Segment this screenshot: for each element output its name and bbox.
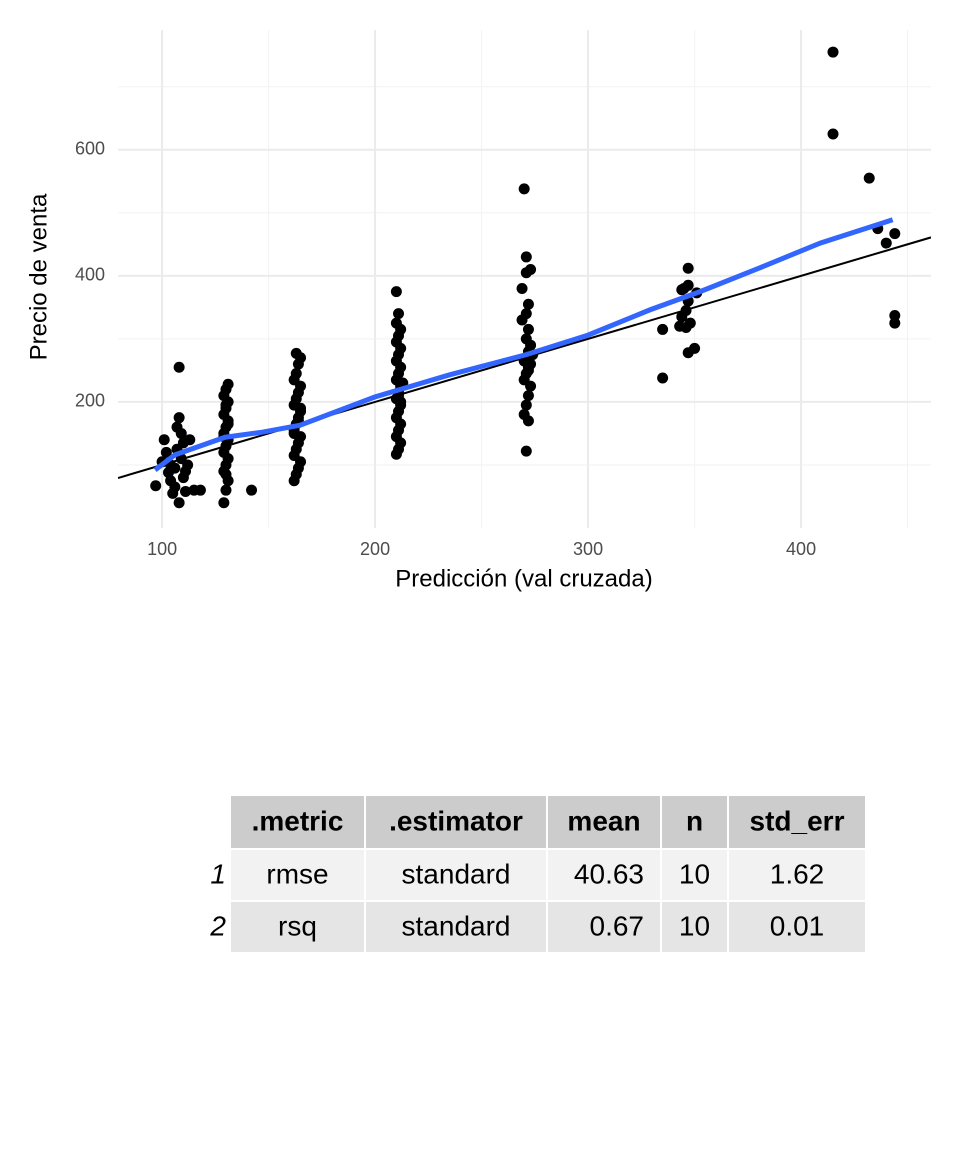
point xyxy=(657,323,669,335)
y-axis-title: Precio de venta xyxy=(25,193,52,360)
cell-text: 10 xyxy=(679,910,710,941)
point xyxy=(522,323,534,335)
point xyxy=(220,468,232,480)
point xyxy=(169,481,181,493)
point xyxy=(520,308,532,320)
y-tick-label: 200 xyxy=(75,391,105,411)
x-tick-label: 400 xyxy=(786,539,816,559)
table-cell xyxy=(231,902,364,952)
header-text: mean xyxy=(567,805,640,836)
point xyxy=(222,378,234,390)
point xyxy=(525,264,537,276)
table-cell xyxy=(231,850,364,900)
header-text: std_err xyxy=(750,805,845,836)
header-text: n xyxy=(686,805,703,836)
point xyxy=(889,228,901,240)
point xyxy=(160,446,172,458)
point xyxy=(682,262,694,274)
cell-text: 1.62 xyxy=(770,858,825,889)
cell-text: 0.67 xyxy=(590,910,645,941)
point xyxy=(246,484,258,496)
point xyxy=(150,480,162,492)
point xyxy=(827,128,839,140)
row-label: 1 xyxy=(210,858,226,889)
point xyxy=(222,418,234,430)
point xyxy=(522,390,534,402)
point xyxy=(295,402,307,414)
point xyxy=(520,251,532,263)
point xyxy=(194,484,206,496)
point xyxy=(218,497,230,509)
point xyxy=(522,298,534,310)
point xyxy=(173,361,185,373)
table-cell xyxy=(729,850,865,900)
point xyxy=(889,310,901,322)
point xyxy=(390,286,402,298)
y-tick-label: 400 xyxy=(75,265,105,285)
table-cell xyxy=(548,850,660,900)
point xyxy=(889,317,901,329)
x-axis-title: Predicción (val cruzada) xyxy=(395,565,652,592)
point xyxy=(657,372,669,384)
point xyxy=(880,237,892,249)
point xyxy=(290,347,302,359)
header-cell xyxy=(548,796,660,848)
point xyxy=(684,317,696,329)
x-tick-label: 200 xyxy=(360,539,390,559)
point xyxy=(184,434,196,446)
y-tick-label: 600 xyxy=(75,139,105,159)
point xyxy=(520,445,532,457)
point xyxy=(393,308,405,320)
point xyxy=(173,412,185,424)
point xyxy=(518,183,530,195)
point xyxy=(520,333,532,345)
table-cell xyxy=(662,850,727,900)
cell-text: 10 xyxy=(679,858,710,889)
x-tick-label: 100 xyxy=(147,539,177,559)
table-cell xyxy=(548,902,660,952)
point xyxy=(173,497,185,509)
point xyxy=(290,368,302,380)
point xyxy=(520,399,532,411)
cell-text: 0.01 xyxy=(770,910,825,941)
fit-line xyxy=(153,217,894,472)
header-cell xyxy=(231,796,364,848)
point xyxy=(175,427,187,439)
point xyxy=(180,465,192,477)
cell-text: standard xyxy=(402,910,511,941)
point xyxy=(288,427,300,439)
cell-text: 40.63 xyxy=(574,858,644,889)
point xyxy=(678,282,690,294)
x-tick-label: 300 xyxy=(573,539,603,559)
point xyxy=(180,485,192,497)
header-cell xyxy=(662,796,727,848)
point xyxy=(158,434,170,446)
cell-text: rmse xyxy=(266,858,328,889)
point xyxy=(220,484,232,496)
row-label: 2 xyxy=(209,910,226,941)
point xyxy=(220,399,232,411)
point xyxy=(516,282,528,294)
cell-text: rsq xyxy=(278,910,317,941)
point xyxy=(522,364,534,376)
header-text: .metric xyxy=(252,805,344,836)
cell-text: standard xyxy=(402,858,511,889)
point xyxy=(863,172,875,184)
header-cell xyxy=(729,796,865,848)
table-cell xyxy=(366,902,546,952)
header-cell xyxy=(366,796,546,848)
table-cell xyxy=(662,902,727,952)
header-text: .estimator xyxy=(389,805,523,836)
point xyxy=(390,317,402,329)
point xyxy=(518,409,530,421)
table-cell xyxy=(729,902,865,952)
table-cell xyxy=(366,850,546,900)
point xyxy=(689,342,701,354)
point xyxy=(827,46,839,58)
